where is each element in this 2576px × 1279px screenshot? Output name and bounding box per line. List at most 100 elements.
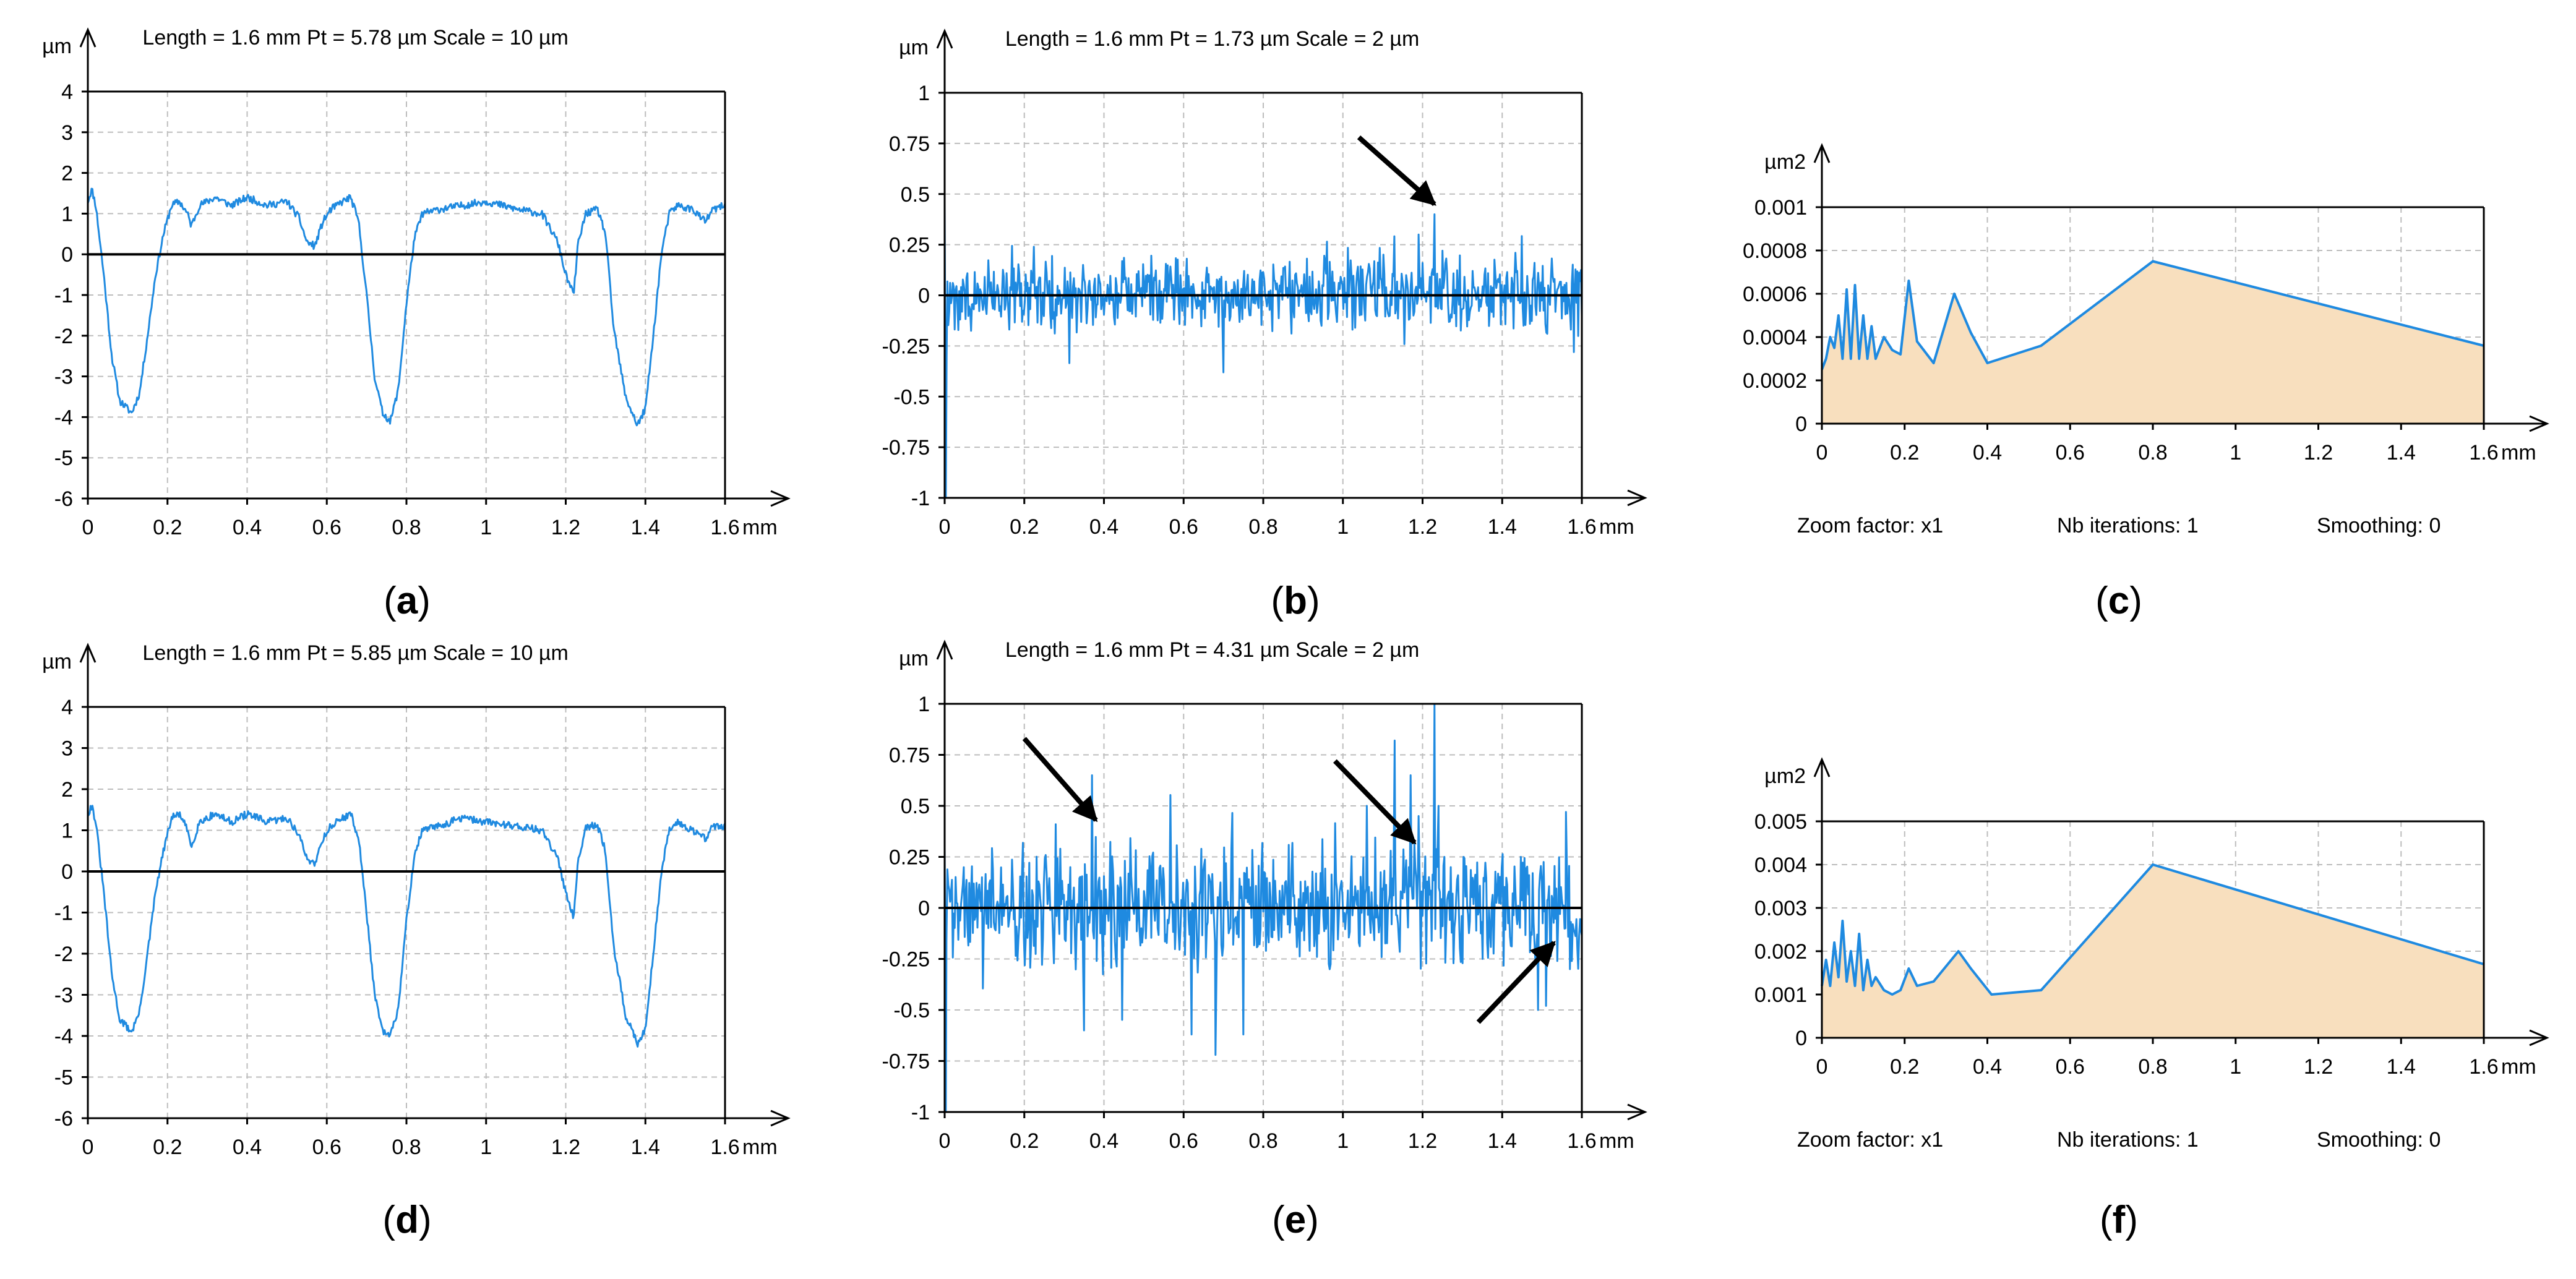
x-tick-label: 0.6 xyxy=(2056,1055,2085,1079)
chart-header: Length = 1.6 mm Pt = 5.78 µm Scale = 10 … xyxy=(142,26,568,49)
x-tick-label: 1 xyxy=(2230,1055,2241,1079)
caption-letter: e xyxy=(1285,1199,1306,1241)
y-unit-label: µm xyxy=(899,36,929,59)
area-fill xyxy=(1822,865,2484,1038)
y-tick-label: 0.0006 xyxy=(1743,283,1807,306)
panel-caption: (c) xyxy=(2095,580,2142,622)
y-tick-label: 2 xyxy=(61,162,73,186)
caption-letter: a xyxy=(397,580,418,622)
annotation-arrow xyxy=(1333,759,1417,845)
x-tick-label: 0.4 xyxy=(233,1136,262,1159)
area-line xyxy=(1821,863,2484,996)
y-tick-label: 0 xyxy=(1795,1027,1807,1050)
y-tick-label: -0.75 xyxy=(882,436,930,460)
y-tick-label: 1 xyxy=(918,82,930,105)
y-axis-arrow xyxy=(79,643,97,663)
chart-panel-c: µm2 0.001 0.0008 0.0006 0.0004 0.0002 00 0.2 0.4… xyxy=(1743,143,2549,622)
caption-open-paren: ( xyxy=(2100,1199,2113,1241)
chart-header: Length = 1.6 mm Pt = 1.73 µm Scale = 2 µ… xyxy=(1005,27,1419,51)
x-tick-label: 1.6 xyxy=(1567,1129,1596,1153)
y-tick-label: 0.5 xyxy=(901,183,930,207)
x-tick-label: 0.6 xyxy=(1169,515,1198,539)
y-tick-label: 0.002 xyxy=(1754,940,1807,964)
x-tick-label: 0.6 xyxy=(1169,1129,1198,1153)
x-axis-arrow xyxy=(2529,1029,2549,1046)
caption-close-paren: ) xyxy=(1307,580,1320,622)
y-tick-label: 0.75 xyxy=(889,132,930,156)
x-unit-label: mm xyxy=(1599,1129,1634,1153)
y-unit-label: µm2 xyxy=(1764,150,1806,174)
y-tick-label: 0.0004 xyxy=(1743,326,1807,349)
caption-close-paren: ) xyxy=(2129,580,2142,622)
chart-panel-d: Length = 1.6 mm Pt = 5.85 µm Scale = 10 … xyxy=(42,641,791,1241)
chart-header: Length = 1.6 mm Pt = 4.31 µm Scale = 2 µ… xyxy=(1005,638,1419,662)
x-tick-label: 0.8 xyxy=(1248,1129,1277,1153)
caption-open-paren: ( xyxy=(382,1199,395,1241)
caption-letter: c xyxy=(2108,580,2129,622)
x-tick-label: 1.6 xyxy=(710,516,739,539)
x-tick-label: 1 xyxy=(2230,441,2241,464)
y-unit-label: µm xyxy=(42,650,72,674)
caption-open-paren: ( xyxy=(2095,580,2108,622)
x-tick-label: 1.2 xyxy=(1408,1129,1437,1153)
area-fill xyxy=(1822,261,2484,424)
y-tick-label: 3 xyxy=(61,737,73,761)
y-axis-arrow xyxy=(936,28,953,49)
y-tick-label: 0.5 xyxy=(901,795,930,818)
annotation-arrow xyxy=(1476,941,1556,1024)
y-tick-label: 0 xyxy=(918,897,930,920)
y-tick-label: -0.75 xyxy=(882,1050,930,1074)
x-axis-arrow xyxy=(770,490,791,507)
x-tick-label: 1.4 xyxy=(1488,515,1517,539)
caption-letter: d xyxy=(395,1199,419,1241)
y-tick-label: -4 xyxy=(54,406,73,429)
x-tick-label: 0.2 xyxy=(1890,1055,1919,1079)
y-tick-label: -3 xyxy=(54,984,73,1007)
caption-letter: f xyxy=(2113,1199,2126,1241)
y-tick-label: 1 xyxy=(918,693,930,716)
x-unit-label: mm xyxy=(742,1136,778,1159)
x-tick-label: 0.6 xyxy=(312,516,341,539)
x-tick-label: 1.4 xyxy=(2387,1055,2416,1079)
y-tick-label: 0.003 xyxy=(1754,897,1807,920)
x-tick-label: 1.4 xyxy=(1488,1129,1517,1153)
x-tick-label: 0.2 xyxy=(1890,441,1919,464)
x-tick-label: 0 xyxy=(939,1129,951,1153)
x-unit-label: mm xyxy=(1599,515,1634,539)
y-tick-label: -2 xyxy=(54,943,73,966)
y-tick-label: -5 xyxy=(54,447,73,470)
x-unit-label: mm xyxy=(742,516,778,539)
caption-letter: b xyxy=(1284,580,1307,622)
y-axis-arrow xyxy=(936,640,953,660)
x-axis-arrow xyxy=(2529,415,2549,432)
x-tick-label: 0.4 xyxy=(1089,515,1118,539)
y-tick-label: -1 xyxy=(911,487,930,510)
y-tick-label: -1 xyxy=(911,1101,930,1124)
y-tick-label: -6 xyxy=(54,487,73,511)
panel-caption: (f) xyxy=(2100,1199,2138,1241)
x-tick-label: 0 xyxy=(1816,441,1828,464)
y-tick-label: -6 xyxy=(54,1107,73,1131)
smoothing-label: Smoothing: 0 xyxy=(2317,514,2441,537)
x-axis-arrow xyxy=(1627,1103,1647,1121)
x-tick-label: 1.2 xyxy=(2304,441,2333,464)
smoothing-label: Smoothing: 0 xyxy=(2317,1128,2441,1152)
caption-open-paren: ( xyxy=(1271,580,1284,622)
x-axis-arrow xyxy=(1627,489,1647,507)
x-tick-label: 0.2 xyxy=(1010,1129,1039,1153)
annotation-arrow xyxy=(1357,135,1436,207)
caption-close-paren: ) xyxy=(2125,1199,2138,1241)
y-tick-label: 0.75 xyxy=(889,744,930,768)
caption-close-paren: ) xyxy=(1306,1199,1319,1241)
y-tick-label: 0.25 xyxy=(889,234,930,257)
chart-panel-a: Length = 1.6 mm Pt = 5.78 µm Scale = 10 … xyxy=(42,26,791,622)
x-tick-label: 0.4 xyxy=(1089,1129,1118,1153)
x-tick-label: 1.4 xyxy=(631,516,660,539)
iterations-label: Nb iterations: 1 xyxy=(2057,1128,2199,1152)
caption-open-paren: ( xyxy=(1272,1199,1285,1241)
y-tick-label: 0 xyxy=(918,284,930,308)
y-axis-arrow xyxy=(79,27,97,48)
x-tick-label: 1.6 xyxy=(2469,1055,2498,1079)
y-tick-label: 0 xyxy=(61,860,73,884)
panel-caption: (d) xyxy=(382,1199,431,1241)
